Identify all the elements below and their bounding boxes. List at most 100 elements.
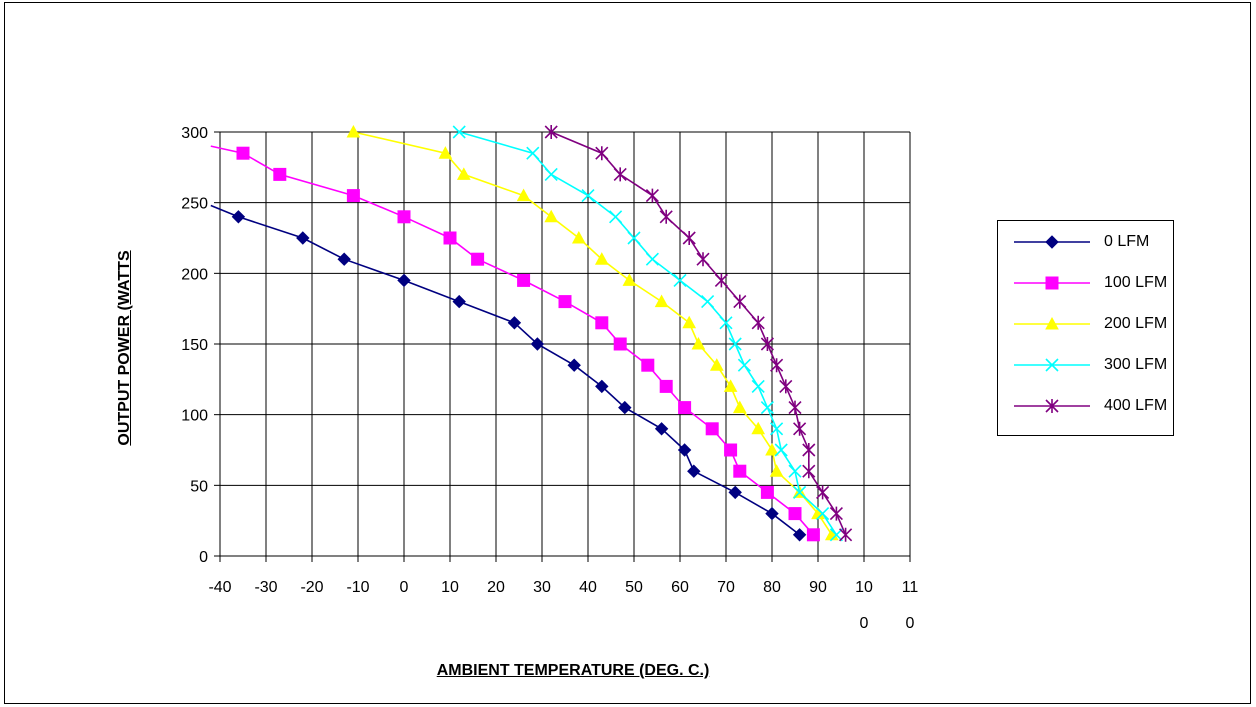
gridlines [219,131,911,557]
data-point [456,167,471,180]
x-tick-label: 10 [441,579,459,596]
legend-label: 100 LFM [1104,274,1168,291]
data-point [346,189,360,203]
data-point [571,230,586,244]
data-point [760,337,774,351]
legend-item: 0 LFM [998,229,1175,255]
data-point [806,528,820,542]
data-point [816,507,830,521]
data-point [788,464,802,478]
x-tick-label: 30 [533,579,551,596]
legend: 0 LFM 100 LFM 200 LFM 300 LFM 400 LFM [997,220,1174,436]
legend-marker [1045,235,1059,249]
data-point [751,315,765,330]
data-point [769,464,784,477]
data-point [691,336,706,350]
x-tick-label: 11 [902,579,919,596]
data-point [792,528,807,542]
data-point [714,273,728,288]
data-point [609,210,623,224]
data-point [728,485,742,500]
data-point [678,401,692,415]
data-point [737,358,751,372]
x-tick-label: 70 [717,579,735,596]
data-point [618,400,632,415]
data-point [595,379,609,394]
data-point [645,188,659,203]
series-100-lfm [210,145,820,542]
y-tick-label: 200 [181,266,208,283]
data-point [231,210,246,224]
legend-label: 300 LFM [1104,356,1168,373]
legend-marker [1045,316,1059,330]
data-point [802,443,816,457]
data-point [654,294,669,308]
data-point [839,527,853,542]
data-point [659,379,673,393]
x-tick-label: 0 [860,615,869,632]
x-tick-label: -30 [254,579,277,596]
data-point [594,252,609,265]
data-point [701,295,715,309]
data-point [452,125,466,139]
data-point [829,506,843,521]
data-point [705,422,719,436]
data-point [728,337,742,351]
data-point [443,231,457,245]
data-point [346,124,361,138]
legend-marker [1045,399,1059,413]
data-point [397,273,411,288]
y-tick-label: 150 [181,337,208,354]
x-tick-label: -10 [346,579,369,596]
data-point [471,252,485,266]
legend-swatch [1014,276,1090,290]
data-point [236,146,250,160]
x-tick-label: -40 [208,579,231,596]
series-line [353,131,833,536]
data-point [296,231,310,245]
legend-item: 200 LFM [998,311,1175,337]
data-point [558,295,572,309]
y-tick-label: 0 [199,549,208,566]
data-point [788,507,802,521]
data-point [793,485,807,499]
x-tick-label: 10 [855,579,873,596]
data-point [581,189,595,203]
data-point [770,358,784,373]
legend-swatch [1014,399,1090,413]
data-point [337,252,351,266]
legend-swatch [1014,316,1090,330]
data-point [696,252,710,267]
legend-marker [1045,358,1059,372]
data-point [788,400,802,415]
data-point [751,421,766,435]
x-tick-label: 60 [671,579,689,596]
data-point [544,125,558,139]
data-point [733,464,747,478]
data-point [641,358,655,372]
data-point [760,485,774,499]
data-point [724,443,738,457]
legend-item: 100 LFM [998,270,1175,296]
data-point [774,443,788,457]
data-point [719,316,733,330]
data-point [645,252,659,266]
data-point [793,421,807,436]
data-point [273,167,287,181]
data-point [673,273,687,287]
legend-item: 300 LFM [998,352,1175,378]
data-point [627,231,641,245]
data-point [438,146,453,159]
y-tick-label: 250 [181,196,208,213]
x-tick-label: 0 [906,615,915,632]
data-point [516,188,531,202]
series-line [210,145,815,536]
series-0-lfm [210,204,807,542]
x-tick-label: 50 [625,579,643,596]
legend-label: 0 LFM [1104,233,1150,250]
data-point [530,337,545,351]
data-point [526,146,540,160]
data-point [751,379,765,393]
data-point [654,422,669,436]
y-axis-label: OUTPUT POWER (WATTS [116,250,133,446]
